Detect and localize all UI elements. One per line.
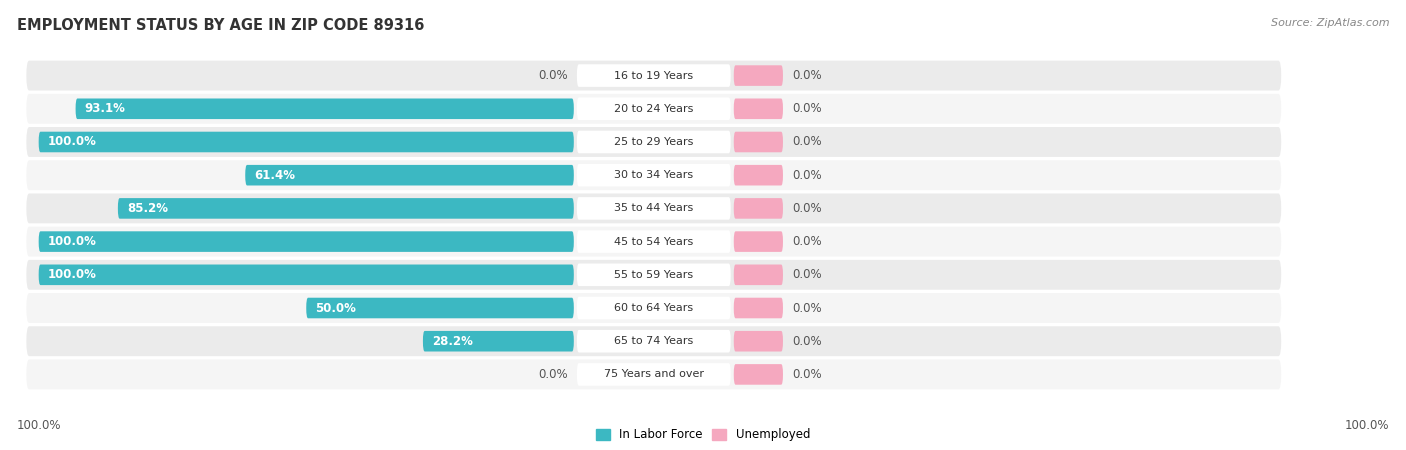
Text: EMPLOYMENT STATUS BY AGE IN ZIP CODE 89316: EMPLOYMENT STATUS BY AGE IN ZIP CODE 893… (17, 18, 425, 33)
Text: 55 to 59 Years: 55 to 59 Years (614, 270, 693, 280)
Text: 60 to 64 Years: 60 to 64 Years (614, 303, 693, 313)
Text: 100.0%: 100.0% (48, 268, 97, 281)
FancyBboxPatch shape (576, 197, 731, 220)
FancyBboxPatch shape (27, 260, 1281, 290)
Text: 85.2%: 85.2% (127, 202, 169, 215)
FancyBboxPatch shape (576, 164, 731, 186)
FancyBboxPatch shape (734, 331, 783, 351)
Text: 0.0%: 0.0% (792, 335, 823, 348)
FancyBboxPatch shape (27, 194, 1281, 223)
Text: 0.0%: 0.0% (792, 102, 823, 115)
Text: 50.0%: 50.0% (315, 302, 356, 315)
FancyBboxPatch shape (27, 61, 1281, 90)
Text: 93.1%: 93.1% (84, 102, 125, 115)
Text: 16 to 19 Years: 16 to 19 Years (614, 71, 693, 81)
Text: 100.0%: 100.0% (1344, 419, 1389, 432)
Text: 0.0%: 0.0% (792, 235, 823, 248)
FancyBboxPatch shape (734, 165, 783, 185)
Text: 25 to 29 Years: 25 to 29 Years (614, 137, 693, 147)
Text: 0.0%: 0.0% (792, 169, 823, 182)
Text: 0.0%: 0.0% (538, 368, 568, 381)
Text: 0.0%: 0.0% (792, 135, 823, 148)
FancyBboxPatch shape (576, 363, 731, 386)
Text: 0.0%: 0.0% (538, 69, 568, 82)
FancyBboxPatch shape (734, 231, 783, 252)
FancyBboxPatch shape (576, 130, 731, 153)
Text: 20 to 24 Years: 20 to 24 Years (614, 104, 693, 114)
Text: 30 to 34 Years: 30 to 34 Years (614, 170, 693, 180)
Text: 0.0%: 0.0% (792, 69, 823, 82)
Text: 45 to 54 Years: 45 to 54 Years (614, 237, 693, 247)
FancyBboxPatch shape (734, 99, 783, 119)
FancyBboxPatch shape (27, 94, 1281, 124)
FancyBboxPatch shape (27, 326, 1281, 356)
FancyBboxPatch shape (307, 298, 574, 318)
Text: Source: ZipAtlas.com: Source: ZipAtlas.com (1271, 18, 1389, 28)
FancyBboxPatch shape (576, 230, 731, 253)
Text: 100.0%: 100.0% (48, 235, 97, 248)
FancyBboxPatch shape (38, 265, 574, 285)
Text: 0.0%: 0.0% (792, 202, 823, 215)
FancyBboxPatch shape (576, 264, 731, 286)
FancyBboxPatch shape (38, 231, 574, 252)
FancyBboxPatch shape (734, 265, 783, 285)
FancyBboxPatch shape (734, 65, 783, 86)
FancyBboxPatch shape (576, 64, 731, 87)
Text: 0.0%: 0.0% (792, 268, 823, 281)
Text: 35 to 44 Years: 35 to 44 Years (614, 203, 693, 213)
Text: 100.0%: 100.0% (17, 419, 62, 432)
FancyBboxPatch shape (734, 364, 783, 385)
FancyBboxPatch shape (245, 165, 574, 185)
Legend: In Labor Force, Unemployed: In Labor Force, Unemployed (596, 428, 810, 441)
FancyBboxPatch shape (27, 293, 1281, 323)
FancyBboxPatch shape (576, 297, 731, 320)
Text: 61.4%: 61.4% (254, 169, 295, 182)
FancyBboxPatch shape (118, 198, 574, 219)
Text: 100.0%: 100.0% (48, 135, 97, 148)
FancyBboxPatch shape (423, 331, 574, 351)
FancyBboxPatch shape (734, 298, 783, 318)
FancyBboxPatch shape (576, 330, 731, 352)
FancyBboxPatch shape (27, 360, 1281, 389)
Text: 28.2%: 28.2% (432, 335, 472, 348)
FancyBboxPatch shape (734, 132, 783, 152)
FancyBboxPatch shape (576, 98, 731, 120)
Text: 0.0%: 0.0% (792, 368, 823, 381)
FancyBboxPatch shape (27, 160, 1281, 190)
FancyBboxPatch shape (27, 127, 1281, 157)
FancyBboxPatch shape (734, 198, 783, 219)
Text: 65 to 74 Years: 65 to 74 Years (614, 336, 693, 346)
FancyBboxPatch shape (38, 132, 574, 152)
Text: 0.0%: 0.0% (792, 302, 823, 315)
Text: 75 Years and over: 75 Years and over (603, 369, 704, 379)
FancyBboxPatch shape (76, 99, 574, 119)
FancyBboxPatch shape (27, 227, 1281, 256)
